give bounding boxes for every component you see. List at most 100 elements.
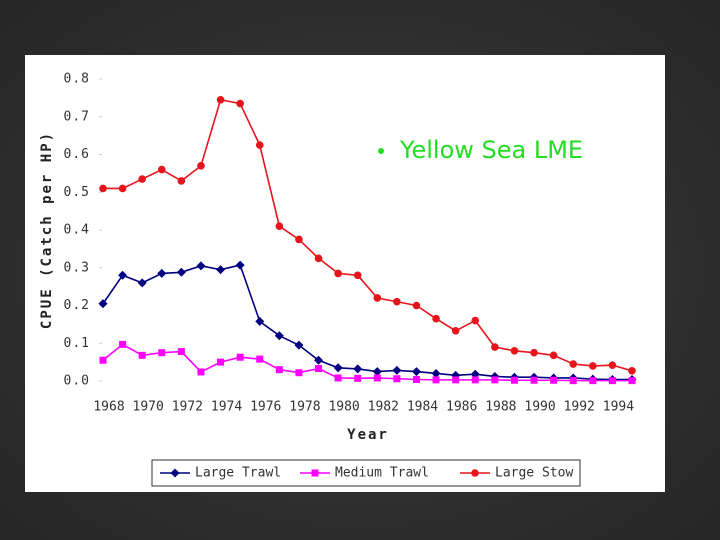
y-tick-label: 0.5 — [64, 185, 90, 200]
series-line — [102, 343, 632, 382]
marker — [510, 347, 519, 355]
marker — [412, 301, 421, 310]
legend-box — [151, 459, 581, 487]
y-tick-label: 0.3 — [64, 260, 90, 275]
x-tick-label: 1976 — [250, 400, 281, 415]
marker — [170, 468, 180, 478]
marker — [295, 235, 303, 244]
marker — [392, 365, 402, 375]
marker — [569, 377, 577, 385]
y-tick-label: 0.6 — [64, 147, 90, 162]
marker — [628, 367, 636, 375]
marker — [452, 376, 460, 384]
x-tick-label: 1986 — [446, 400, 477, 415]
x-axis-title: Year — [347, 427, 389, 443]
x-tick-label: 1990 — [524, 400, 555, 415]
marker — [471, 469, 479, 477]
marker — [530, 348, 538, 357]
marker — [275, 222, 284, 231]
marker — [431, 368, 441, 378]
marker — [99, 356, 107, 364]
marker — [353, 271, 362, 280]
x-tick-label: 1972 — [172, 400, 203, 415]
marker — [98, 299, 108, 309]
marker — [256, 355, 264, 363]
x-tick-label: 1968 — [93, 400, 124, 415]
marker — [549, 351, 558, 360]
marker — [491, 343, 499, 351]
marker — [236, 99, 244, 108]
y-tick-label: 0.4 — [64, 223, 90, 238]
legend-label: Medium Trawl — [335, 466, 429, 481]
marker — [569, 360, 578, 368]
marker — [393, 375, 401, 383]
marker — [177, 348, 185, 356]
bullet — [378, 148, 384, 154]
series-line — [103, 98, 633, 372]
marker — [373, 294, 382, 302]
marker — [236, 353, 244, 361]
marker — [471, 316, 480, 325]
x-tick-label: 1980 — [328, 400, 359, 415]
marker — [138, 351, 146, 359]
marker — [589, 362, 597, 370]
x-tick-label: 1982 — [368, 400, 399, 415]
marker — [158, 349, 166, 357]
marker — [295, 369, 303, 377]
marker — [217, 358, 225, 366]
y-tick-label: 0.7 — [64, 109, 90, 124]
legend-label: Large Stow — [495, 466, 573, 481]
annotation: Yellow Sea LME — [399, 136, 583, 164]
marker — [510, 376, 518, 384]
x-tick-label: 1984 — [407, 400, 438, 415]
x-tick-label: 1992 — [564, 400, 595, 415]
y-tick-label: 0.8 — [64, 72, 90, 87]
marker — [628, 377, 636, 385]
x-tick-label: 1970 — [133, 400, 164, 415]
marker — [216, 265, 226, 275]
marker — [138, 175, 146, 183]
marker — [294, 340, 304, 350]
marker — [608, 377, 616, 385]
marker — [137, 278, 147, 288]
marker — [311, 469, 319, 477]
marker — [315, 365, 323, 373]
marker — [471, 376, 479, 384]
marker — [99, 184, 107, 193]
marker — [274, 331, 284, 341]
marker — [255, 141, 264, 149]
marker — [176, 267, 186, 277]
marker — [314, 355, 324, 365]
marker — [118, 270, 128, 280]
marker — [411, 367, 421, 377]
marker — [216, 95, 225, 104]
marker — [119, 340, 127, 348]
marker — [372, 367, 382, 377]
y-axis-title: CPUE (Catch per HP) — [39, 131, 55, 329]
marker — [589, 377, 597, 385]
x-tick-label: 1988 — [485, 400, 516, 415]
x-tick-label: 1994 — [603, 400, 634, 415]
legend-label: Large Trawl — [195, 466, 281, 481]
marker — [197, 368, 205, 376]
marker — [235, 260, 245, 270]
marker — [177, 177, 186, 185]
marker — [334, 374, 342, 382]
marker — [334, 269, 342, 278]
marker — [118, 184, 127, 193]
marker — [353, 364, 363, 374]
marker — [333, 363, 343, 373]
marker — [608, 361, 617, 369]
marker — [157, 165, 166, 174]
marker — [354, 374, 362, 382]
marker — [412, 375, 420, 383]
y-tick-label: 0.0 — [64, 374, 90, 389]
y-tick-label: 0.2 — [64, 298, 90, 313]
marker — [255, 316, 265, 326]
marker — [314, 254, 323, 263]
y-tick-label: 0.1 — [64, 336, 90, 351]
marker — [157, 268, 167, 278]
marker — [550, 376, 558, 384]
series-line — [102, 264, 632, 381]
